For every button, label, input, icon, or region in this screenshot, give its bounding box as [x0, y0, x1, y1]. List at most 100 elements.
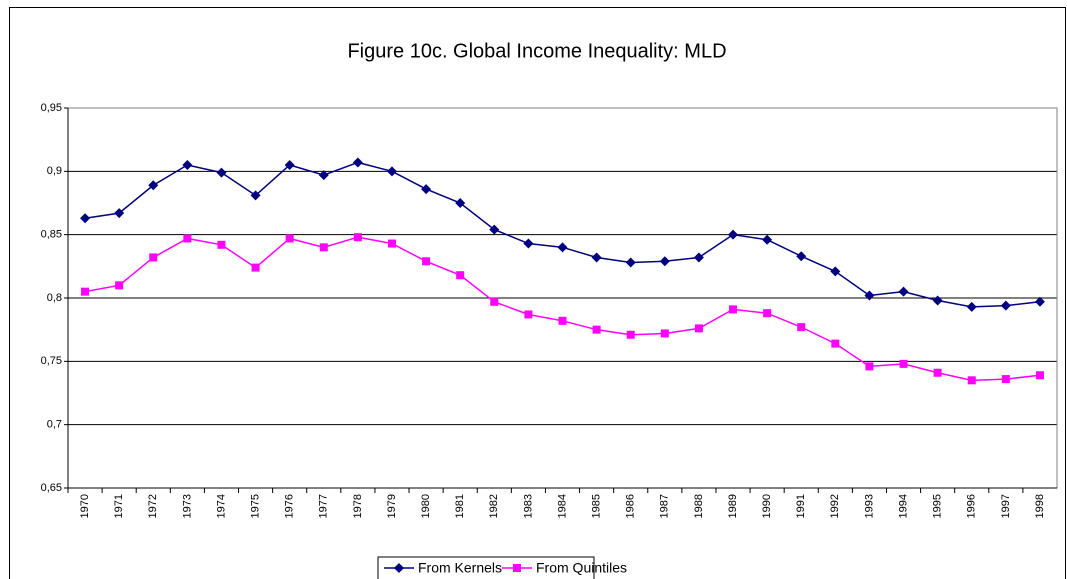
point [966, 301, 977, 312]
x-tick-label: 1990 [761, 494, 773, 518]
point [729, 305, 738, 314]
x-tick-label: 1982 [488, 494, 500, 518]
y-tick-label: 0,85 [41, 229, 62, 241]
point [694, 324, 703, 333]
point [557, 242, 568, 253]
legend-marker [394, 563, 404, 573]
x-tick-label: 1997 [1000, 494, 1012, 518]
point [1034, 296, 1045, 307]
x-tick-label: 1979 [386, 494, 398, 518]
point [456, 271, 465, 280]
x-tick-label: 1987 [659, 494, 671, 518]
x-tick-label: 1978 [352, 494, 364, 518]
point [148, 180, 159, 191]
point [1035, 371, 1044, 380]
x-tick-label: 1981 [454, 494, 466, 518]
point [728, 229, 739, 240]
x-tick-label: 1994 [897, 494, 909, 518]
point [1001, 375, 1010, 384]
point [659, 256, 670, 267]
point [763, 309, 772, 318]
point [490, 297, 499, 306]
x-tick-label: 1976 [284, 494, 296, 518]
legend-marker [513, 564, 521, 572]
x-tick-label: 1995 [932, 494, 944, 518]
x-tick-label: 1991 [795, 494, 807, 518]
x-tick-label: 1973 [181, 494, 193, 518]
point [80, 213, 91, 224]
y-tick-label: 0,75 [41, 355, 62, 367]
point [216, 167, 227, 178]
point [660, 329, 669, 338]
x-tick-label: 1996 [966, 494, 978, 518]
x-tick-label: 1998 [1034, 494, 1046, 518]
legend-label: From Quintiles [536, 560, 627, 576]
point [524, 310, 533, 319]
point [318, 170, 329, 181]
point [762, 234, 773, 245]
legend-box [377, 556, 595, 579]
x-tick-label: 1975 [249, 494, 261, 518]
point [217, 240, 226, 249]
x-tick-label: 1986 [625, 494, 637, 518]
x-tick-label: 1977 [318, 494, 330, 518]
point [115, 281, 124, 290]
point [830, 266, 841, 277]
legend-label: From Kernels [418, 560, 502, 576]
x-tick-label: 1974 [215, 494, 227, 518]
y-tick-label: 0,9 [47, 165, 62, 177]
point [558, 316, 567, 325]
point [251, 263, 260, 272]
x-tick-label: 1992 [829, 494, 841, 518]
point [1000, 300, 1011, 311]
point [421, 184, 432, 195]
point [250, 190, 261, 201]
y-tick-label: 0,65 [41, 482, 62, 494]
point [626, 330, 635, 339]
point [865, 362, 874, 371]
chart-title: Figure 10c. Global Income Inequality: ML… [347, 40, 726, 62]
point [523, 238, 534, 249]
point [352, 157, 363, 168]
y-tick-label: 0,95 [41, 102, 62, 114]
point [489, 224, 500, 235]
point [182, 160, 193, 170]
point [933, 368, 942, 377]
x-tick-label: 1984 [556, 494, 568, 518]
point [319, 243, 328, 252]
point [592, 325, 601, 334]
point [455, 198, 466, 208]
x-tick-label: 1972 [147, 494, 159, 518]
point [285, 234, 294, 243]
point [422, 257, 431, 266]
point [353, 233, 362, 242]
x-tick-label: 1970 [79, 494, 91, 518]
point [149, 253, 158, 262]
point [625, 257, 636, 268]
x-tick-label: 1980 [420, 494, 432, 518]
point [386, 166, 397, 177]
y-tick-label: 0,7 [47, 419, 62, 431]
point [591, 252, 602, 263]
point [796, 251, 807, 262]
point [899, 359, 908, 368]
point [183, 234, 192, 243]
x-tick-label: 1988 [693, 494, 705, 518]
point [284, 160, 295, 170]
point [967, 376, 976, 385]
point [387, 239, 396, 248]
x-tick-label: 1983 [522, 494, 534, 518]
point [864, 290, 875, 301]
point [831, 339, 840, 348]
point [797, 323, 806, 332]
point [932, 295, 943, 306]
x-tick-label: 1993 [863, 494, 875, 518]
y-tick-label: 0,8 [47, 292, 62, 304]
point [114, 208, 125, 219]
x-tick-label: 1985 [591, 494, 603, 518]
x-tick-label: 1989 [727, 494, 739, 518]
point [693, 252, 704, 263]
point [81, 287, 90, 296]
point [898, 286, 909, 297]
